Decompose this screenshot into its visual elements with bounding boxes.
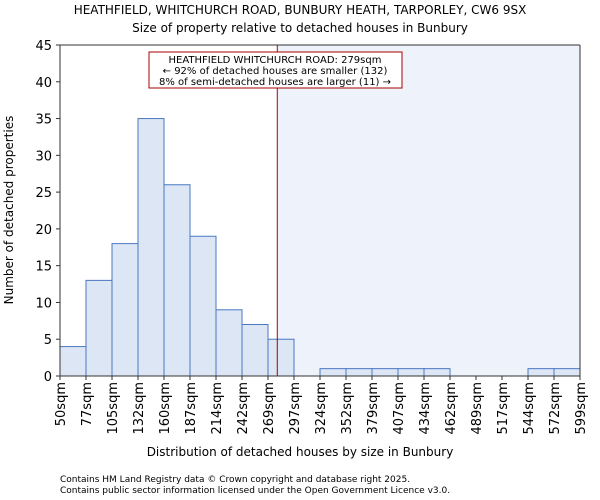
annotation-line-2: ← 92% of detached houses are smaller (13…	[163, 66, 388, 77]
x-tick-label: 434sqm	[418, 382, 433, 435]
bar-407sqm	[397, 368, 425, 377]
y-tick-label: 10	[35, 296, 52, 311]
bar-50sqm	[59, 346, 87, 377]
bar-132sqm	[137, 118, 165, 377]
chart-title: HEATHFIELD, WHITCHURCH ROAD, BUNBURY HEA…	[74, 3, 527, 17]
x-tick-label: 214sqm	[210, 382, 225, 435]
x-tick-label: 160sqm	[158, 382, 173, 435]
y-tick-label: 35	[35, 113, 52, 128]
annotation-line-1: HEATHFIELD WHITCHURCH ROAD: 279sqm	[169, 55, 382, 66]
x-tick-label: 462sqm	[444, 382, 459, 435]
y-axis-label: Number of detached properties	[2, 116, 16, 305]
x-tick-label: 77sqm	[80, 382, 95, 426]
x-tick-label: 269sqm	[262, 382, 277, 435]
annotation-line-3: 8% of semi-detached houses are larger (1…	[159, 77, 391, 88]
annotation-box	[148, 51, 403, 89]
footer-line-1: Contains HM Land Registry data © Crown c…	[60, 475, 410, 485]
x-tick-label: 105sqm	[106, 382, 121, 435]
x-tick-label: 572sqm	[548, 382, 563, 435]
x-tick-label: 50sqm	[54, 382, 69, 426]
x-tick-label: 544sqm	[522, 382, 537, 435]
x-axis-label: Distribution of detached houses by size …	[147, 445, 454, 459]
bar-105sqm	[111, 243, 139, 377]
bar-77sqm	[85, 279, 113, 377]
bar-160sqm	[163, 184, 191, 377]
bar-269sqm	[267, 338, 295, 377]
bar-379sqm	[371, 368, 399, 377]
bar-544sqm	[527, 368, 555, 377]
x-tick-label: 324sqm	[314, 382, 329, 435]
x-tick-label: 517sqm	[496, 382, 511, 435]
bar-214sqm	[215, 309, 243, 377]
y-tick-label: 30	[35, 149, 52, 164]
bar-572sqm	[553, 368, 581, 377]
y-tick-label: 15	[35, 260, 52, 275]
y-tick-label: 40	[35, 76, 52, 91]
y-tick-label: 0	[44, 370, 52, 385]
highlight-region	[278, 45, 580, 376]
x-tick-label: 187sqm	[184, 382, 199, 435]
bar-324sqm	[319, 368, 347, 377]
y-tick-label: 25	[35, 186, 52, 201]
bar-352sqm	[345, 368, 373, 377]
x-tick-label: 379sqm	[366, 382, 381, 435]
y-tick-label: 45	[35, 39, 52, 54]
x-tick-label: 242sqm	[236, 382, 251, 435]
x-tick-label: 132sqm	[132, 382, 147, 435]
y-tick-label: 5	[44, 333, 52, 348]
x-tick-label: 407sqm	[392, 382, 407, 435]
footer-line-2: Contains public sector information licen…	[60, 486, 450, 496]
bar-434sqm	[423, 368, 451, 377]
x-tick-label: 599sqm	[574, 382, 589, 435]
bar-187sqm	[189, 235, 217, 377]
x-tick-label: 489sqm	[470, 382, 485, 435]
x-tick-label: 297sqm	[288, 382, 303, 435]
y-tick-label: 20	[35, 223, 52, 238]
x-tick-label: 352sqm	[340, 382, 355, 435]
chart-subtitle: Size of property relative to detached ho…	[132, 21, 468, 35]
bar-242sqm	[241, 324, 269, 377]
